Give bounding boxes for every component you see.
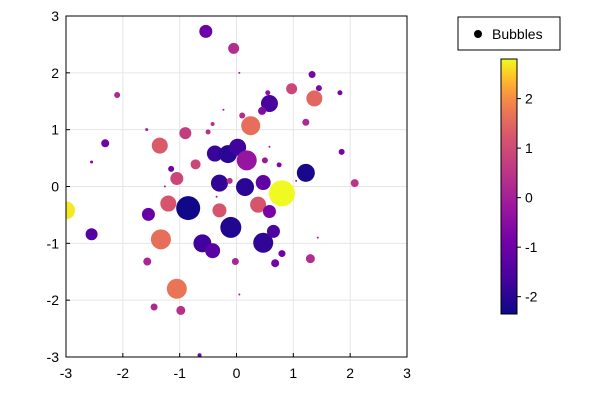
bubble-point (145, 128, 149, 132)
y-tick-label: -3 (47, 349, 60, 365)
bubble-points (66, 24, 359, 357)
bubble-point (90, 160, 94, 164)
bubble-point (222, 108, 225, 111)
y-axis-ticks: -3 -2 -1 0 1 2 3 (47, 8, 70, 365)
bubble-point (190, 159, 201, 170)
bubble-point (260, 95, 278, 113)
colorbar-tick-label: -2 (525, 289, 538, 305)
bubble-point (278, 250, 286, 258)
x-tick-label: 0 (233, 365, 241, 381)
bubble-point (302, 118, 310, 126)
grid-lines (66, 16, 407, 357)
legend-marker (474, 30, 482, 38)
y-tick-label: 3 (51, 8, 59, 24)
bubble-point (271, 259, 280, 268)
bubble-point (170, 172, 184, 186)
bubble-point (141, 207, 155, 221)
x-tick-label: -2 (117, 365, 130, 381)
bubble-point (338, 148, 345, 155)
colorbar-tick-label: 2 (525, 91, 533, 107)
bubble-point (261, 157, 268, 164)
bubble-point (238, 293, 241, 296)
bubble-point (258, 106, 267, 115)
bubble-point (101, 139, 110, 148)
bubble-point (205, 129, 211, 135)
bubble-point (296, 163, 315, 182)
bubble-point (179, 127, 192, 140)
bubble-point (66, 201, 75, 220)
legend: Bubbles (457, 16, 561, 51)
bubble-point (236, 150, 257, 171)
colorbar-gradient (500, 58, 518, 315)
bubble-point (168, 165, 175, 172)
bubble-point (150, 229, 171, 250)
bubble-point (220, 216, 242, 238)
colorbar-tick-label: 0 (525, 190, 533, 206)
x-tick-label: -1 (173, 365, 186, 381)
bubble-point (215, 195, 218, 198)
bubble-point (163, 185, 166, 188)
bubble-point (143, 257, 152, 266)
bubble-point (199, 24, 213, 38)
bubble-point (205, 243, 221, 259)
bubble-point (166, 278, 187, 299)
x-tick-label: -3 (60, 365, 73, 381)
x-tick-label: 2 (346, 365, 354, 381)
y-tick-label: -2 (47, 292, 60, 308)
bubble-point (210, 174, 228, 192)
bubble-point (268, 145, 271, 148)
y-tick-label: 0 (51, 179, 59, 195)
bubble-point (350, 179, 359, 188)
bubble-point (241, 116, 261, 136)
y-tick-label: 1 (51, 122, 59, 138)
x-tick-label: 1 (289, 365, 297, 381)
bubble-point (210, 121, 215, 126)
bubble-point (286, 83, 298, 95)
colorbar-tick-label: 1 (525, 140, 533, 156)
bubble-point (160, 195, 177, 212)
bubble-point (306, 90, 323, 107)
bubble-point (231, 258, 239, 266)
legend-label: Bubbles (492, 26, 543, 42)
bubble-point (114, 91, 121, 98)
bubble-point (266, 224, 280, 238)
bubble-point (337, 90, 343, 96)
y-tick-label: -1 (47, 235, 60, 251)
bubble-point (239, 112, 246, 119)
bubble-point (268, 180, 295, 207)
bubble-point (206, 145, 223, 162)
bubble-point (255, 175, 271, 191)
bubble-point (176, 196, 201, 221)
bubble-point (276, 162, 282, 168)
bubble-point (212, 203, 227, 218)
bubble-point (295, 179, 298, 182)
bubble-point (265, 90, 271, 96)
bubble-point (228, 42, 240, 54)
bubble-point (226, 177, 233, 184)
colorbar-tick-label: -1 (525, 239, 538, 255)
bubble-point (151, 137, 168, 154)
bubble-point (238, 71, 241, 74)
bubble-point (253, 232, 274, 253)
colorbar: -2 -1 0 1 2 (500, 58, 538, 315)
x-axis-ticks: -3 -2 -1 0 1 2 3 (60, 353, 411, 381)
bubble-point (229, 138, 247, 156)
x-tick-label: 3 (403, 365, 411, 381)
bubble-point (176, 305, 186, 315)
bubble-point (305, 254, 315, 264)
bubble-point (316, 236, 319, 239)
bubble-point (197, 353, 202, 357)
bubble-point (85, 228, 98, 241)
bubble-point (150, 303, 158, 311)
bubble-point (250, 196, 267, 213)
bubble-point (236, 178, 255, 197)
colorbar-ticks: -2 -1 0 1 2 (517, 91, 538, 305)
bubble-point (308, 71, 316, 79)
bubble-point (315, 85, 322, 92)
y-tick-label: 2 (51, 65, 59, 81)
bubble-point (262, 205, 276, 219)
